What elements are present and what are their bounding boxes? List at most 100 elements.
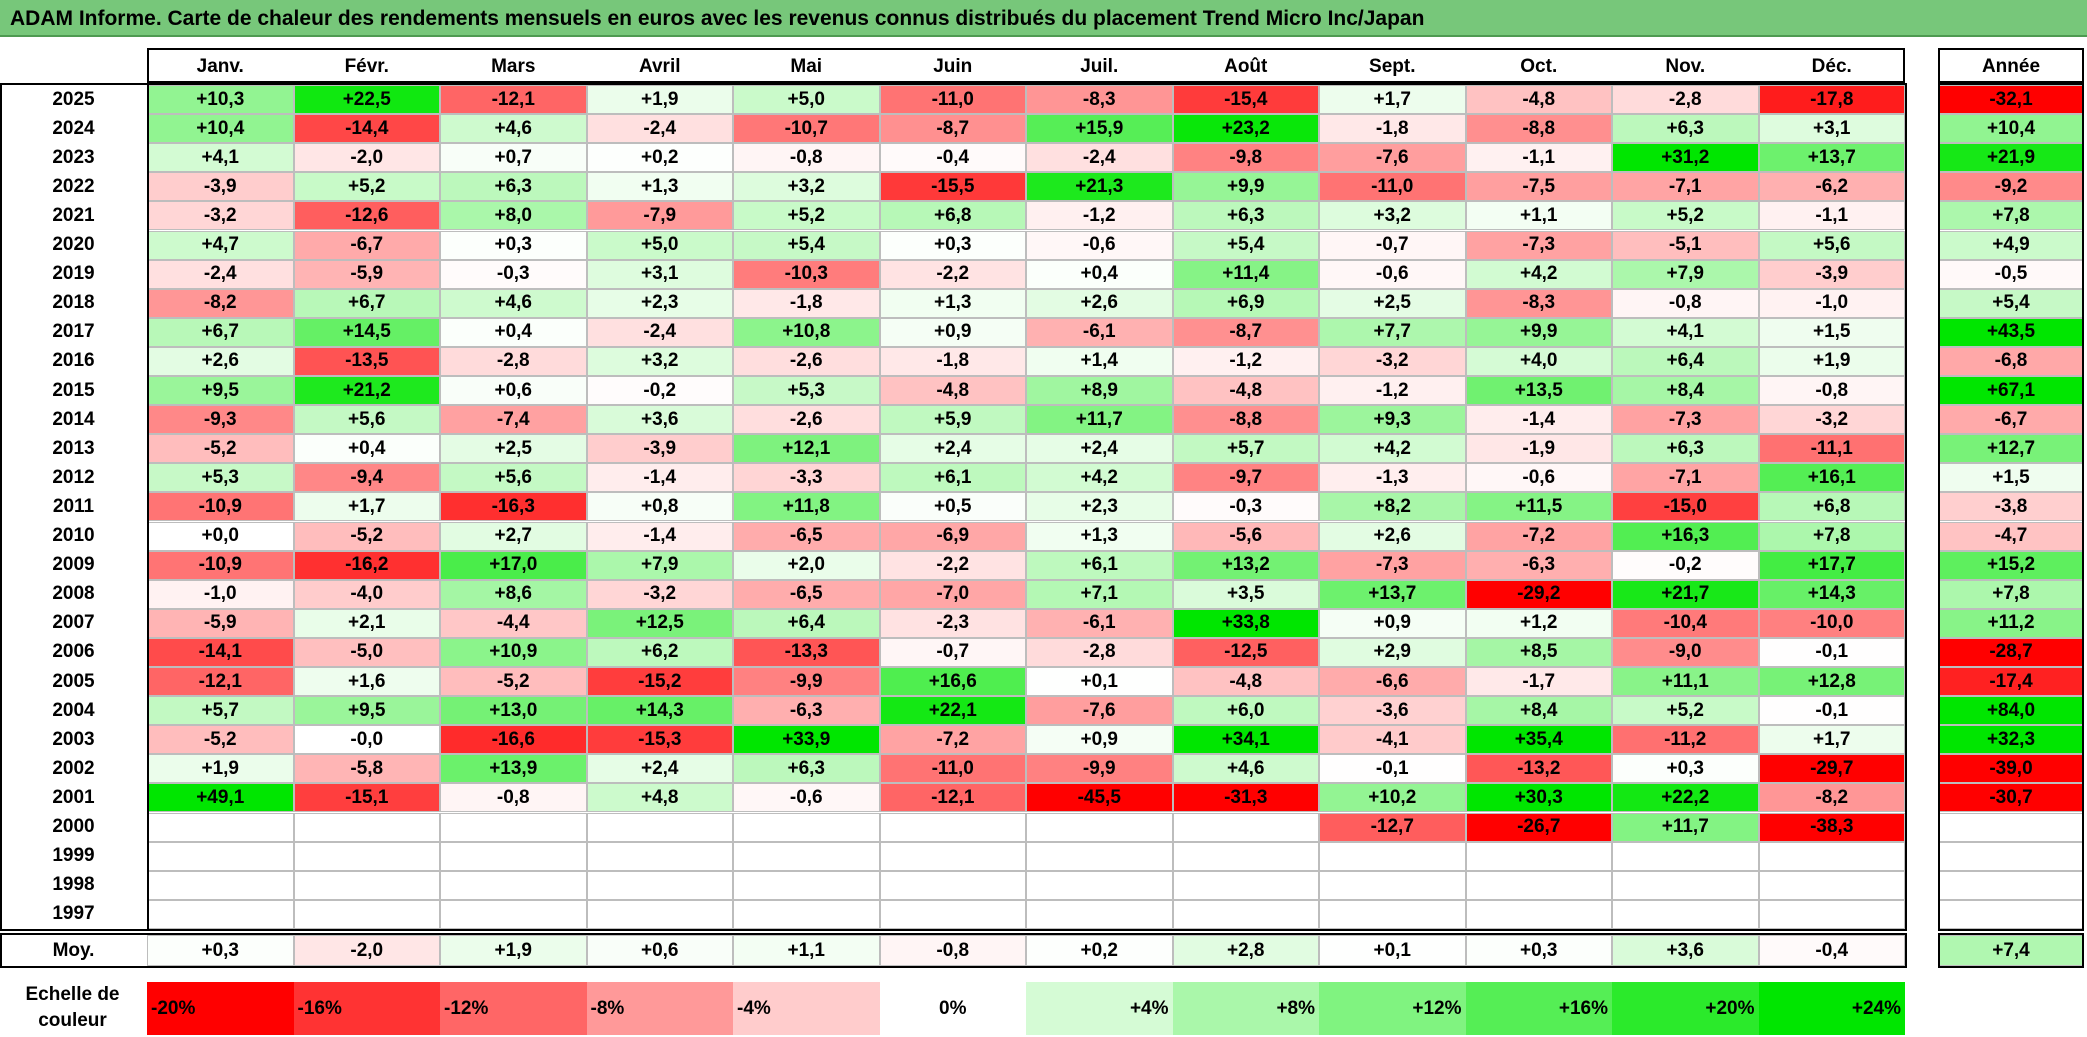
heatmap-cell: -5,2 — [293, 521, 440, 551]
heatmap-cell: -3,9 — [1758, 259, 1905, 289]
heatmap-cell: +2,4 — [879, 434, 1026, 464]
heatmap-cell: -12,1 — [440, 85, 587, 115]
heatmap-cell: +1,1 — [1465, 201, 1612, 231]
annual-cell: +21,9 — [1938, 143, 2084, 173]
heatmap-cell: -3,9 — [147, 172, 294, 202]
heatmap-cell — [440, 870, 587, 900]
heatmap-cell — [1319, 899, 1466, 929]
heatmap-cell: +0,1 — [1026, 667, 1173, 697]
heatmap-cell: -8,8 — [1465, 114, 1612, 144]
heatmap-cell: -9,0 — [1612, 637, 1759, 667]
heatmap-cell: +3,1 — [586, 259, 733, 289]
year-label: 2000 — [52, 816, 95, 838]
heatmap-cell: -10,9 — [147, 550, 294, 580]
heatmap-cell: -2,4 — [586, 114, 733, 144]
heatmap-cell: -7,5 — [1465, 172, 1612, 202]
heatmap-cell: +2,3 — [586, 288, 733, 318]
month-header: Déc. — [1811, 55, 1852, 77]
annual-cell: +11,2 — [1938, 608, 2084, 638]
average-cell: -0,8 — [879, 935, 1026, 966]
heatmap-cell: +8,4 — [1465, 696, 1612, 726]
heatmap-cell: -2,2 — [879, 259, 1026, 289]
heatmap-cell: -9,7 — [1172, 463, 1319, 493]
average-cell: +2,8 — [1172, 935, 1319, 966]
heatmap-cell: -12,7 — [1319, 812, 1466, 842]
average-label: Moy. — [52, 939, 95, 961]
heatmap-cell: +16,1 — [1758, 463, 1905, 493]
heatmap-cell: +14,3 — [586, 696, 733, 726]
heatmap-cell: -7,4 — [440, 405, 587, 435]
month-header: Mai — [790, 55, 823, 77]
annual-cell — [1938, 812, 2084, 842]
year-label: 2015 — [52, 379, 95, 401]
heatmap-cell: +13,0 — [440, 696, 587, 726]
color-scale-swatch: -20% — [147, 982, 294, 1035]
heatmap-cell: +5,6 — [440, 463, 587, 493]
heatmap-cell: -0,6 — [733, 783, 880, 813]
month-header: Juil. — [1080, 55, 1119, 77]
year-label: 2019 — [52, 263, 95, 285]
heatmap-cell — [1026, 899, 1173, 929]
heatmap-cell: -0,1 — [1758, 696, 1905, 726]
heatmap-cell: +15,9 — [1026, 114, 1173, 144]
heatmap-cell: -11,1 — [1758, 434, 1905, 464]
heatmap-cell — [586, 899, 733, 929]
heatmap-cell: +7,7 — [1319, 317, 1466, 347]
heatmap-cell: +0,4 — [1026, 259, 1173, 289]
heatmap-cell: -15,4 — [1172, 85, 1319, 115]
heatmap-cell: -2,3 — [879, 608, 1026, 638]
heatmap-cell: +0,4 — [440, 317, 587, 347]
year-label: 2005 — [52, 670, 95, 692]
heatmap-cell: +0,3 — [879, 230, 1026, 260]
heatmap-cell: +8,4 — [1612, 376, 1759, 406]
month-header: Juin — [933, 55, 973, 77]
heatmap-cell: -6,5 — [733, 521, 880, 551]
heatmap-cell: -0,7 — [1319, 230, 1466, 260]
year-label: 2013 — [52, 437, 95, 459]
average-cell: -2,0 — [293, 935, 440, 966]
year-label: 2018 — [52, 292, 95, 314]
annual-cell: -32,1 — [1938, 85, 2084, 115]
heatmap-cell: +33,9 — [733, 725, 880, 755]
heatmap-cell: -10,7 — [733, 114, 880, 144]
year-label: 2020 — [52, 234, 95, 256]
heatmap-cell: -9,9 — [1026, 754, 1173, 784]
heatmap-cell: +9,5 — [147, 376, 294, 406]
heatmap-cell — [733, 812, 880, 842]
heatmap-cell: +0,4 — [293, 434, 440, 464]
heatmap-cell: +1,5 — [1758, 317, 1905, 347]
heatmap-cell: -6,2 — [1758, 172, 1905, 202]
year-label: 2006 — [52, 641, 95, 663]
heatmap-cell: -8,7 — [1172, 317, 1319, 347]
color-scale-swatch: +16% — [1465, 982, 1612, 1035]
heatmap-cell: -6,3 — [1465, 550, 1612, 580]
heatmap-cell: +14,3 — [1758, 579, 1905, 609]
annual-cell — [1938, 841, 2084, 871]
color-scale-label: Echelle de couleur — [25, 984, 120, 1031]
heatmap-cell — [1758, 899, 1905, 929]
heatmap-cell: -9,4 — [293, 463, 440, 493]
heatmap-cell: +1,4 — [1026, 346, 1173, 376]
heatmap-cell: -5,0 — [293, 637, 440, 667]
average-cell: +0,6 — [586, 935, 733, 966]
heatmap-cell: -0,3 — [1172, 492, 1319, 522]
heatmap-cell: +4,0 — [1465, 346, 1612, 376]
heatmap-cell: -2,0 — [293, 143, 440, 173]
year-label: 1999 — [52, 845, 95, 867]
heatmap-cell: +1,3 — [879, 288, 1026, 318]
heatmap-cell: +2,6 — [1319, 521, 1466, 551]
heatmap-cell: +1,3 — [586, 172, 733, 202]
heatmap-cell: -4,8 — [1172, 667, 1319, 697]
heatmap-cell — [293, 812, 440, 842]
heatmap-cell: +0,2 — [586, 143, 733, 173]
heatmap-cell: +4,8 — [586, 783, 733, 813]
average-cell: -0,4 — [1758, 935, 1905, 966]
annual-cell: -6,7 — [1938, 405, 2084, 435]
average-cell: +0,3 — [1465, 935, 1612, 966]
heatmap-cell: +2,0 — [733, 550, 880, 580]
heatmap-cell: -29,7 — [1758, 754, 1905, 784]
heatmap-cell: +0,9 — [1319, 608, 1466, 638]
annual-cell: -0,5 — [1938, 259, 2084, 289]
heatmap-cell — [1026, 812, 1173, 842]
heatmap-cell: +6,8 — [1758, 492, 1905, 522]
